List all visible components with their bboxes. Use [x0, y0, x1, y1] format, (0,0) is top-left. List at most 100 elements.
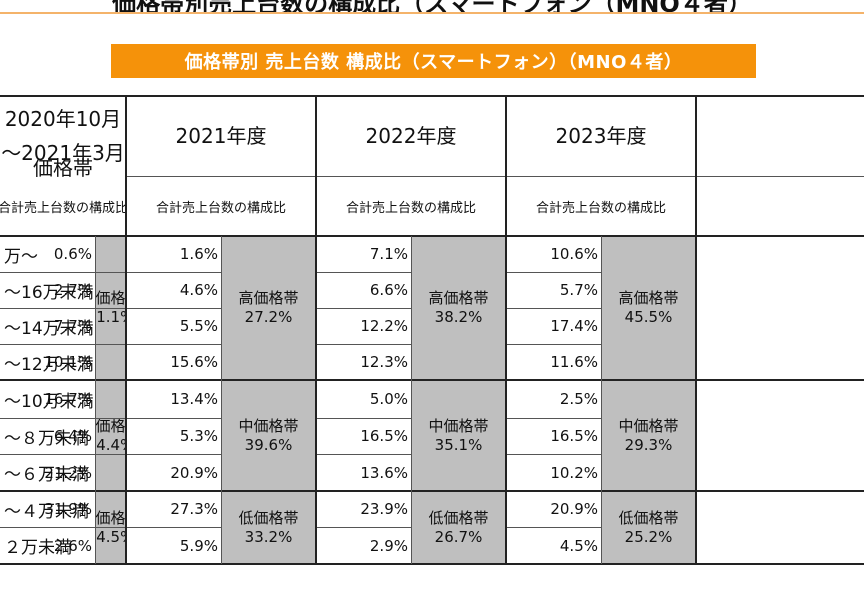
price-band-table: 価格帯 万～ ～16万未満 ～14万未満 ～12万未満 ～10万未満 ～８万未満 ～６万未満 ～… — [0, 95, 864, 565]
row-line — [506, 527, 601, 528]
ratio-value: 7.7% — [53, 317, 92, 335]
ratio-value: 4.6% — [179, 281, 218, 299]
row-line — [506, 418, 601, 419]
period-header-line: ～2021年3月 — [1, 141, 125, 165]
price-band-name: 高価格帯 — [95, 289, 126, 307]
price-band-total: 中価格帯44.4% — [95, 380, 126, 491]
period-header: 2020年10月 ～2021年3月 — [0, 96, 126, 176]
price-range-label: ～12万未満 — [4, 354, 94, 375]
ratio-value: 6.6% — [369, 281, 408, 299]
price-band-name: 高価格帯 — [238, 289, 299, 307]
price-band-value: 44.4% — [95, 435, 126, 454]
price-band-value: 26.7% — [434, 527, 483, 546]
price-band-value: 38.2% — [434, 308, 483, 326]
page-title-strip: 価格帯別売上台数の構成比（スマートフォン（MNO４者） — [0, 0, 864, 14]
ratio-value: 20.9% — [550, 500, 598, 518]
price-range-label: ～16万未満 — [4, 282, 94, 303]
period-header: 2022年度 — [316, 96, 506, 176]
ratio-value: 5.3% — [179, 427, 218, 445]
price-band-total: 高価格帯 38.2% — [411, 236, 506, 380]
row-line — [506, 344, 601, 345]
ratio-value: 5.9% — [179, 536, 218, 555]
price-range-label: 万～ — [4, 246, 38, 267]
ratio-value: 16.7% — [44, 390, 92, 408]
row-line — [0, 272, 95, 273]
row-line — [506, 308, 601, 309]
ratio-value: 15.6% — [170, 353, 218, 371]
row-line — [316, 418, 411, 419]
period-header: 2021年度 — [126, 96, 316, 176]
ratio-value: 2.5% — [559, 390, 598, 408]
header-bottom-border — [0, 235, 864, 237]
page-title: 価格帯別売上台数の構成比（スマートフォン（MNO４者） — [112, 0, 752, 14]
row-line — [126, 418, 221, 419]
ratio-value: 17.4% — [550, 317, 598, 335]
composition-ratio-subheader: 合計売上台数の構成比 — [345, 200, 476, 216]
ratio-value: 21.2% — [44, 463, 92, 482]
row-line — [126, 527, 221, 528]
row-line — [0, 344, 95, 345]
price-band-total: 高価格帯 45.5% — [601, 236, 696, 380]
ratio-value: 2.9% — [369, 536, 408, 555]
price-band-name: 低価格帯 — [428, 508, 489, 527]
price-band-name: 中価格帯 — [238, 416, 299, 435]
ratio-value: 31.9% — [44, 500, 92, 518]
period-header-line: 2020年10月 — [4, 107, 122, 131]
price-band-value: 21.1% — [95, 308, 126, 326]
price-range-label: ～４万未満 — [4, 501, 89, 522]
row-line — [126, 454, 221, 455]
ratio-value: 2.6% — [53, 536, 92, 555]
price-range-label: ～６万未満 — [4, 465, 89, 485]
price-range-label: ～10万未満 — [4, 391, 94, 412]
row-line — [126, 308, 221, 309]
row-line — [0, 454, 95, 455]
period-header-line: 2023年度 — [555, 124, 647, 148]
price-band-total: 中価格帯 29.3% — [601, 380, 696, 491]
ratio-value: 4.5% — [559, 536, 598, 555]
price-band-total: 低価格帯 26.7% — [411, 491, 506, 564]
composition-ratio-subheader: 合計売上台数の構成比 — [155, 200, 286, 216]
row-line — [316, 527, 411, 528]
column-border — [125, 96, 127, 564]
row-line — [126, 272, 221, 273]
value-column-border — [411, 236, 412, 564]
price-band-name: 低価格帯 — [238, 508, 299, 527]
row-line — [0, 308, 95, 309]
price-band-total: 低価格帯 25.2% — [601, 491, 696, 564]
price-band-name: 高価格帯 — [428, 289, 489, 307]
ratio-value: 0.6% — [53, 245, 92, 263]
ratio-value: 12.3% — [360, 353, 408, 371]
row-line — [0, 418, 95, 419]
row-line — [506, 272, 601, 273]
row-line — [316, 454, 411, 455]
value-column-border — [601, 236, 602, 564]
row-line — [126, 344, 221, 345]
ratio-value: 5.7% — [559, 281, 598, 299]
price-range-label: ～14万未満 — [4, 318, 94, 339]
price-band-total: 高価格帯 27.2% — [221, 236, 316, 380]
row-line — [316, 344, 411, 345]
price-band-name: 中価格帯 — [95, 416, 126, 435]
price-band-total: 中価格帯 35.1% — [411, 380, 506, 491]
ratio-value: 1.6% — [179, 245, 218, 263]
ratio-value: 13.4% — [170, 390, 218, 408]
ratio-value: 6.4% — [53, 427, 92, 445]
ratio-value: 11.6% — [550, 353, 598, 371]
value-column-border — [95, 236, 96, 564]
period-header: 2023年度 — [506, 96, 696, 176]
period-header-line: 2022年度 — [365, 124, 457, 148]
ratio-value: 20.9% — [170, 463, 218, 482]
ratio-value: 10.6% — [550, 245, 598, 263]
price-band-header: 価格帯 — [33, 155, 93, 180]
ratio-value: 5.0% — [369, 390, 408, 408]
table-bottom-border — [0, 563, 864, 565]
price-band-value: 25.2% — [624, 527, 673, 546]
price-band-name: 高価格帯 — [618, 289, 679, 307]
ratio-value: 16.5% — [550, 427, 598, 445]
price-band-total: 中価格帯 39.6% — [221, 380, 316, 491]
price-band-value: 34.5% — [95, 527, 126, 546]
column-border — [315, 96, 317, 564]
row-line — [316, 272, 411, 273]
composition-ratio-subheader: 合計売上台数の構成比 — [0, 200, 126, 216]
ratio-value: 16.5% — [360, 427, 408, 445]
